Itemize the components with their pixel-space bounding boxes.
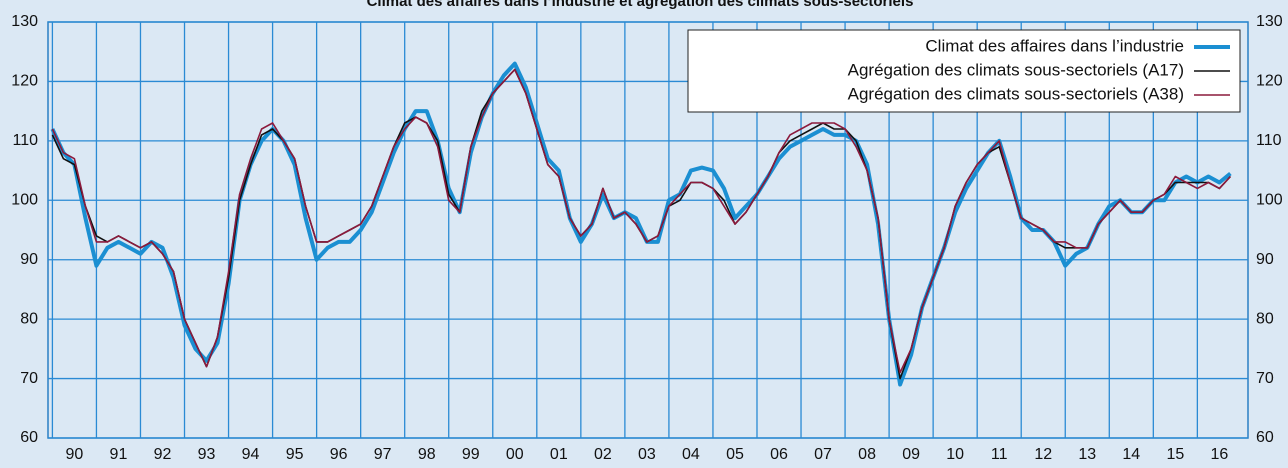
x-tick-label: 99 bbox=[462, 446, 480, 463]
y2-tick-label: 130 bbox=[1256, 13, 1283, 30]
x-tick-label: 15 bbox=[1166, 446, 1184, 463]
x-tick-label: 07 bbox=[814, 446, 832, 463]
x-tick-label: 04 bbox=[682, 446, 700, 463]
x-tick-label: 90 bbox=[66, 446, 84, 463]
x-tick-label: 09 bbox=[902, 446, 920, 463]
series-line bbox=[51, 68, 1231, 374]
x-tick-label: 93 bbox=[198, 446, 216, 463]
x-tick-label: 98 bbox=[418, 446, 436, 463]
x-tick-label: 01 bbox=[550, 446, 568, 463]
legend-label: Agrégation des climats sous-sectoriels (… bbox=[848, 84, 1184, 103]
x-tick-label: 16 bbox=[1210, 446, 1228, 463]
chart-title: Climat des affaires dans l’industrie et … bbox=[367, 0, 914, 10]
x-tick-label: 02 bbox=[594, 446, 612, 463]
x-tick-label: 92 bbox=[154, 446, 172, 463]
y-tick-label: 120 bbox=[11, 73, 38, 90]
y2-tick-label: 120 bbox=[1256, 73, 1283, 90]
x-tick-label: 13 bbox=[1078, 446, 1096, 463]
x-tick-label: 96 bbox=[330, 446, 348, 463]
x-tick-label: 06 bbox=[770, 446, 788, 463]
legend: Climat des affaires dans l’industrie Agré… bbox=[687, 29, 1241, 113]
x-tick-label: 97 bbox=[374, 446, 392, 463]
x-tick-label: 10 bbox=[946, 446, 964, 463]
x-tick-label: 05 bbox=[726, 446, 744, 463]
y2-tick-label: 110 bbox=[1256, 132, 1282, 149]
legend-label: Climat des affaires dans l’industrie bbox=[925, 36, 1184, 55]
y-tick-label: 110 bbox=[12, 132, 38, 149]
x-tick-label: 11 bbox=[991, 446, 1008, 463]
x-tick-label: 14 bbox=[1122, 446, 1140, 463]
x-tick-label: 12 bbox=[1034, 446, 1052, 463]
y2-tick-label: 90 bbox=[1256, 251, 1274, 268]
legend-box bbox=[687, 29, 1241, 113]
x-tick-label: 95 bbox=[286, 446, 304, 463]
y-tick-label: 130 bbox=[11, 13, 38, 30]
y2-tick-label: 80 bbox=[1256, 310, 1274, 327]
y2-tick-label: 60 bbox=[1256, 429, 1274, 446]
x-tick-label: 94 bbox=[242, 446, 260, 463]
y-tick-label: 100 bbox=[11, 192, 38, 209]
legend-label: Agrégation des climats sous-sectoriels (… bbox=[848, 60, 1184, 79]
y-tick-label: 80 bbox=[20, 310, 38, 327]
y-tick-label: 60 bbox=[20, 429, 38, 446]
x-tick-label: 91 bbox=[110, 446, 128, 463]
y2-tick-label: 100 bbox=[1256, 192, 1283, 209]
x-tick-label: 03 bbox=[638, 446, 656, 463]
x-tick-label: 00 bbox=[506, 446, 524, 463]
y-tick-label: 70 bbox=[20, 370, 38, 387]
y-tick-label: 90 bbox=[20, 251, 38, 268]
x-tick-label: 08 bbox=[858, 446, 876, 463]
y2-tick-label: 70 bbox=[1256, 370, 1274, 387]
